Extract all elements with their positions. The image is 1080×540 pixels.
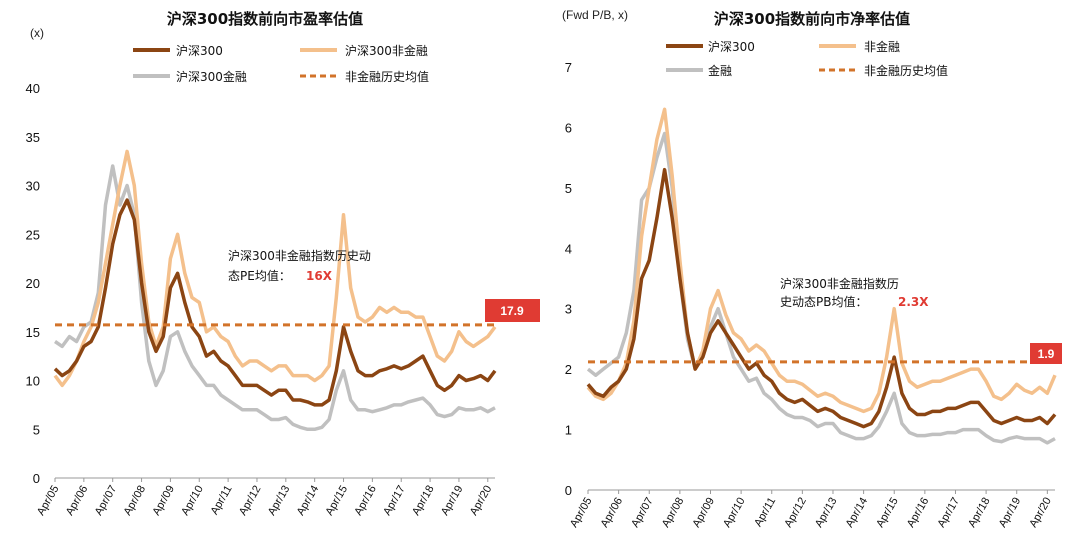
pe-xtick-label: Apr/19	[439, 484, 466, 518]
legend-label-avg: 非金融历史均值	[864, 63, 948, 78]
pb-legend: 沪深300 非金融 金融 非金融历史均值	[666, 39, 948, 78]
pe-xtick-label: Apr/15	[324, 484, 351, 518]
pb-series-hs300	[586, 167, 1057, 429]
pe-xtick-label: Apr/20	[468, 483, 495, 517]
pb-ytick-label: 6	[565, 120, 572, 135]
pb-xtick-label: Apr/08	[660, 496, 687, 530]
pb-xtick-label: Apr/14	[844, 496, 871, 530]
pe-xtick-label: Apr/06	[64, 484, 91, 518]
legend-label-avg: 非金融历史均值	[345, 69, 429, 84]
pe-badge-value: 17.9	[500, 304, 524, 318]
pb-badge	[1030, 343, 1062, 364]
pe-xtick-label: Apr/07	[93, 484, 120, 518]
pe-xtick-label: Apr/16	[352, 484, 379, 518]
pb-chart-title: 沪深300指数前向市净率估值	[714, 10, 910, 28]
pe-xtick-label: Apr/05	[35, 484, 62, 518]
pb-ytick-label: 7	[565, 60, 572, 75]
pe-ytick-label: 25	[26, 227, 40, 242]
pe-chart: 沪深300指数前向市盈率估值 (x) 沪深300 沪深300非金融 沪深300金…	[26, 10, 540, 518]
pe-ytick-label: 10	[26, 374, 40, 389]
pe-ytick-label: 0	[33, 471, 40, 486]
pb-ytick-label: 0	[565, 483, 572, 498]
legend-label-fin: 金融	[708, 63, 732, 78]
pb-annotation-line1: 沪深300非金融指数历	[780, 276, 899, 291]
pe-annotation-line2: 态PE均值：	[228, 268, 291, 283]
pe-ytick-label: 35	[26, 130, 40, 145]
pb-xtick-label: Apr/09	[690, 496, 717, 530]
pe-chart-panel: 沪深300指数前向市盈率估值 (x) 沪深300 沪深300非金融 沪深300金…	[26, 10, 540, 518]
pb-xtick-label: Apr/12	[782, 496, 809, 530]
pe-ytick-label: 15	[26, 325, 40, 340]
pb-xtick-label: Apr/18	[966, 496, 993, 530]
pb-xtick-label: Apr/10	[721, 496, 748, 530]
pe-series-fin	[54, 164, 496, 432]
pe-unit-label: (x)	[30, 26, 44, 40]
legend-label-hs300: 沪深300	[708, 40, 755, 54]
pe-annotation-value: 16X	[306, 269, 333, 283]
pe-xtick-label: Apr/12	[237, 484, 264, 518]
pb-ytick-label: 2	[565, 362, 572, 377]
pe-annotation-line1: 沪深300非金融指数历史动	[228, 248, 371, 263]
pe-ytick-label: 5	[33, 422, 40, 437]
pb-xtick-label: Apr/06	[599, 496, 626, 530]
pe-xtick-label: Apr/10	[179, 484, 206, 518]
pe-chart-title: 沪深300指数前向市盈率估值	[167, 10, 363, 28]
legend-label-nonfin: 沪深300非金融	[345, 43, 428, 58]
pb-series-fin	[586, 131, 1056, 445]
pb-xtick-label: Apr/05	[568, 496, 595, 530]
pe-ytick-label: 20	[26, 276, 40, 291]
pe-xtick-label: Apr/13	[266, 484, 293, 518]
pb-xtick-label: Apr/16	[905, 496, 932, 530]
pb-xtick-label: Apr/20	[1027, 495, 1054, 529]
legend-label-hs300: 沪深300	[176, 44, 223, 58]
pb-ytick-label: 5	[565, 181, 572, 196]
pb-xtick-label: Apr/15	[874, 496, 901, 530]
pb-chart: 沪深300指数前向市净率估值 (Fwd P/B, x) 沪深300 非金融 金融…	[562, 8, 1062, 530]
legend-label-fin: 沪深300金融	[176, 69, 247, 84]
pb-chart-panel: 沪深300指数前向市净率估值 (Fwd P/B, x) 沪深300 非金融 金融…	[540, 0, 1080, 540]
pe-xtick-label: Apr/14	[295, 484, 322, 518]
pb-xtick-label: Apr/07	[629, 496, 656, 530]
pe-xtick-label: Apr/17	[381, 484, 408, 518]
pb-annotation-line2: 史动态PB均值：	[780, 294, 867, 309]
pb-badge-value: 1.9	[1038, 347, 1055, 361]
legend-label-nonfin: 非金融	[864, 39, 900, 54]
pe-xtick-label: Apr/11	[209, 484, 235, 517]
pb-series-nonfin	[586, 107, 1057, 414]
pb-annotation-value: 2.3X	[898, 295, 929, 309]
pb-xtick-label: Apr/11	[752, 496, 778, 529]
pb-xtick-label: Apr/13	[813, 496, 840, 530]
pe-badge	[485, 299, 540, 322]
pb-ytick-label: 1	[565, 423, 572, 438]
pe-xtick-label: Apr/09	[150, 484, 177, 518]
pe-series-group	[53, 149, 497, 432]
pe-series-hs300	[53, 198, 497, 407]
pe-legend: 沪深300 沪深300非金融 沪深300金融 非金融历史均值	[133, 43, 429, 84]
pb-xtick-label: Apr/19	[997, 496, 1024, 530]
pb-ytick-label: 3	[565, 302, 572, 317]
pb-unit-label: (Fwd P/B, x)	[562, 8, 628, 22]
pb-ytick-label: 4	[565, 241, 572, 256]
pb-series-group	[586, 107, 1057, 445]
pb-xtick-label: Apr/17	[935, 496, 962, 530]
pe-ytick-label: 30	[26, 179, 40, 194]
pe-xtick-label: Apr/18	[410, 484, 437, 518]
pe-series-nonfin	[53, 149, 497, 388]
pe-ytick-label: 40	[26, 81, 40, 96]
pe-xtick-label: Apr/08	[122, 484, 149, 518]
